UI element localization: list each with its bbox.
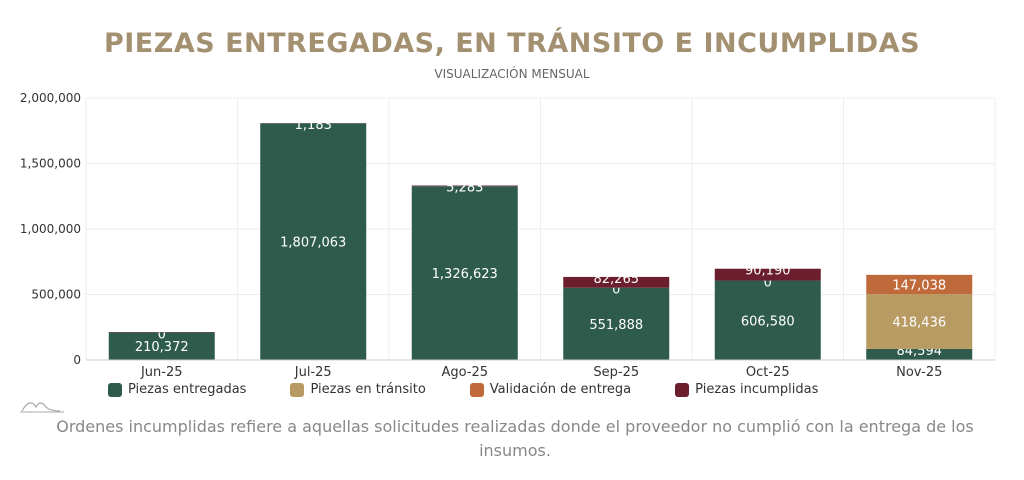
logo-icon <box>20 402 64 413</box>
bar-segment[interactable] <box>411 185 518 187</box>
data-label: 551,888 <box>589 318 643 333</box>
legend-label: Piezas en tránsito <box>310 382 426 397</box>
y-tick-label: 1,000,000 <box>20 222 81 236</box>
bar-segment[interactable] <box>260 123 367 360</box>
bar-segment[interactable] <box>411 186 518 360</box>
chart-subtitle: VISUALIZACIÓN MENSUAL <box>434 67 590 81</box>
data-label: 606,580 <box>741 314 795 329</box>
bar-segment[interactable] <box>866 294 973 349</box>
legend-swatch <box>290 382 305 397</box>
legend-item[interactable]: Piezas incumplidas <box>675 382 818 397</box>
data-label: 5,283 <box>446 181 483 196</box>
data-label: 0 <box>158 327 166 342</box>
legend-label: Piezas entregadas <box>128 382 247 397</box>
y-tick-label: 0 <box>73 353 81 367</box>
data-label: 1,807,063 <box>280 236 346 251</box>
legend-item[interactable]: Piezas entregadas <box>108 382 246 397</box>
data-label: 418,436 <box>892 316 946 331</box>
footnote: Ordenes incumplidas refiere a aquellas s… <box>56 417 974 460</box>
x-tick-label: Oct-25 <box>746 365 790 380</box>
data-label: 82,265 <box>594 272 640 287</box>
data-label: 1,326,623 <box>432 267 498 282</box>
legend-item[interactable]: Validación de entrega <box>469 382 632 397</box>
bar-segment[interactable] <box>563 276 670 288</box>
data-label: 90,190 <box>745 264 791 279</box>
legend-label: Validación de entrega <box>489 382 632 397</box>
legend-swatch <box>675 382 690 397</box>
bar-segment[interactable] <box>714 268 821 281</box>
chart-title: PIEZAS ENTREGADAS, EN TRÁNSITO E INCUMPL… <box>103 28 921 59</box>
x-tick-label: Nov-25 <box>896 365 942 380</box>
data-label: 1,183 <box>295 118 332 133</box>
legend-swatch <box>469 382 484 397</box>
bar-segment[interactable] <box>563 287 670 360</box>
x-tick-label: Jul-25 <box>294 365 332 380</box>
bar-segment[interactable] <box>108 332 215 360</box>
bar-segment[interactable] <box>866 274 973 295</box>
bar-segment[interactable] <box>714 280 821 360</box>
y-tick-label: 500,000 <box>31 288 81 302</box>
y-tick-label: 2,000,000 <box>20 91 81 105</box>
x-tick-label: Jun-25 <box>140 365 183 380</box>
data-label: 0 <box>764 276 772 291</box>
legend: Piezas entregadas Piezas en tránsito Valid… <box>108 382 818 397</box>
data-label: 147,038 <box>892 278 946 293</box>
legend-swatch <box>108 382 122 397</box>
x-tick-label: Sep-25 <box>593 365 639 380</box>
bar-segment[interactable] <box>866 348 973 360</box>
y-tick-label: 1,500,000 <box>20 157 81 171</box>
stacked-bar-chart: 0 500,000 1,000,000 1,500,000 2,000,000 210,3… <box>20 91 996 380</box>
data-label: 210,372 <box>135 340 189 355</box>
legend-label: Piezas incumplidas <box>695 382 819 397</box>
x-tick-label: Ago-25 <box>441 365 488 380</box>
data-label: 0 <box>612 283 620 298</box>
legend-item[interactable]: Piezas en tránsito <box>290 382 426 397</box>
